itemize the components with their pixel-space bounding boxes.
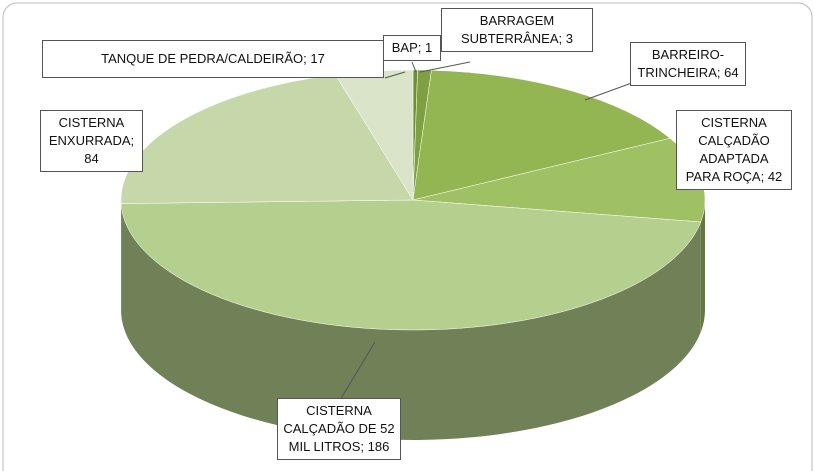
pie-slice <box>120 199 702 331</box>
data-label: TANQUE DE PEDRA/CALDEIRÃO; 17 <box>42 40 384 78</box>
data-label: BAP; 1 <box>383 35 441 61</box>
data-label: CISTERNA ENXURRADA; 84 <box>40 110 143 172</box>
pie-slice <box>120 74 414 204</box>
pie-side <box>700 200 705 333</box>
data-label: CISTERNA CALÇADÃO DE 52 MIL LITROS; 186 <box>277 398 401 460</box>
data-label: CISTERNA CALÇADÃO ADAPTADA PARA ROÇA; 42 <box>676 110 792 190</box>
data-label: BARRAGEM SUBTERRÂNEA; 3 <box>441 8 593 52</box>
data-label: BARREIRO-TRINCHEIRA; 64 <box>630 42 746 86</box>
pie-side <box>121 203 701 441</box>
pie-slice <box>412 70 671 201</box>
